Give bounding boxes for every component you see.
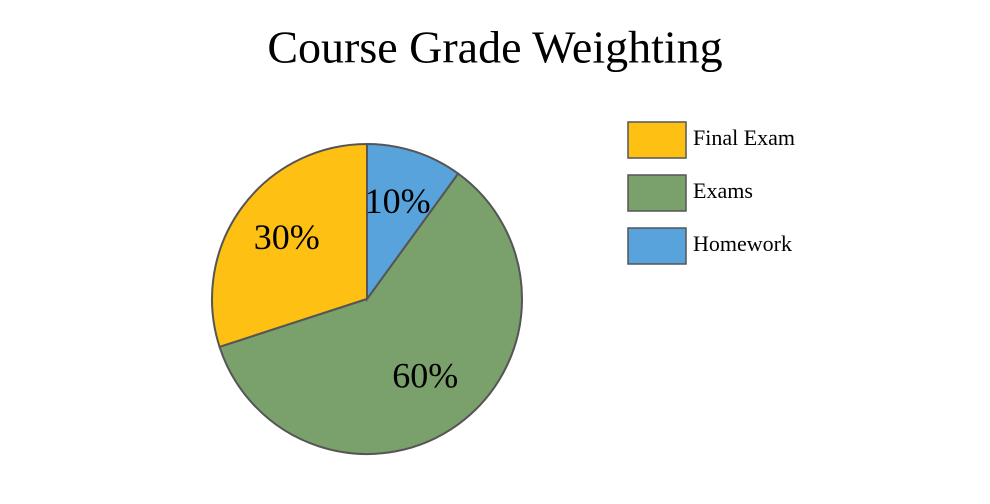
- legend-swatch: [627, 121, 687, 159]
- legend-label: Homework: [693, 231, 792, 256]
- data-label: 10%: [365, 181, 431, 221]
- legend-swatch: [627, 227, 687, 265]
- legend-swatch: [627, 174, 687, 212]
- data-label: 60%: [392, 356, 458, 396]
- pie-slice: [211, 142, 368, 349]
- pie-slice: [218, 172, 523, 455]
- legend-label: Exams: [693, 178, 753, 203]
- pie-slice: [366, 142, 460, 303]
- legend-label: Final Exam: [693, 125, 795, 150]
- data-label: 30%: [254, 217, 320, 257]
- chart-title: Course Grade Weighting: [267, 22, 722, 73]
